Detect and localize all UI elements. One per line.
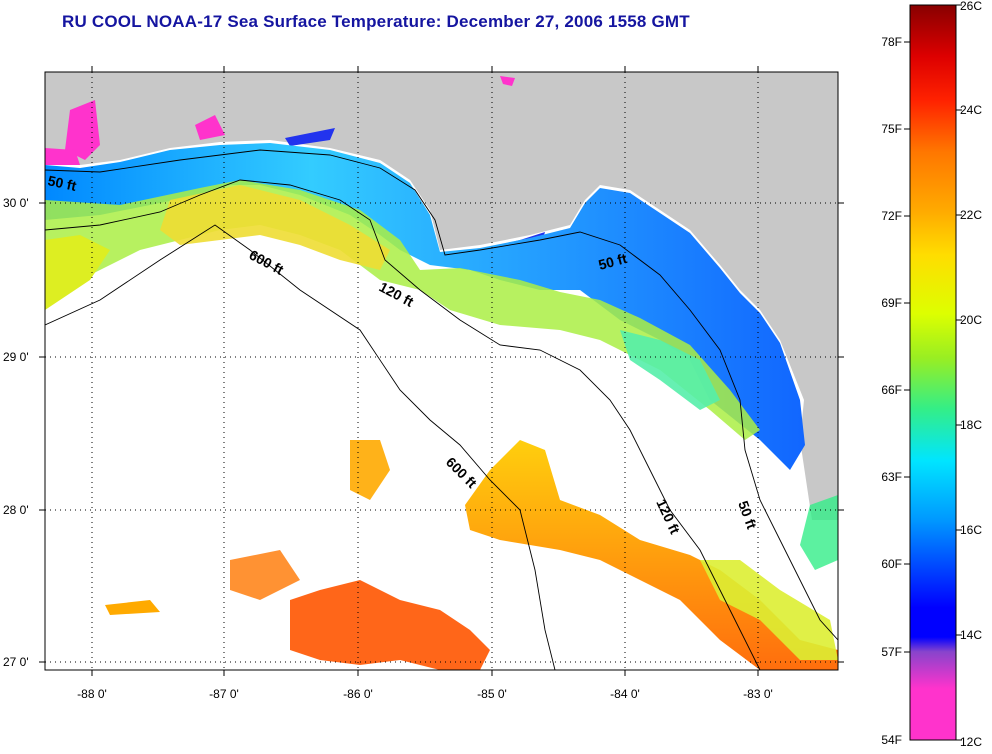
bay-pensacola [195, 115, 225, 140]
fahrenheit-label: 57F [881, 645, 902, 659]
warm-shelf-patch [160, 185, 390, 270]
west-shelf-patch [45, 235, 110, 310]
isobath-600ft [45, 224, 556, 670]
celsius-label: 14C [960, 628, 982, 642]
land-mass [45, 72, 838, 520]
celsius-label: 24C [960, 103, 982, 117]
isobath-50ft [45, 149, 838, 641]
isobath-label: 50 ft [46, 172, 78, 194]
celsius-label: 26C [960, 0, 982, 13]
lon-label: -84 0' [610, 687, 640, 701]
hot-patch-south [290, 580, 490, 670]
bay-mobile [65, 100, 100, 160]
transition-band [45, 180, 760, 440]
fahrenheit-label: 63F [881, 470, 902, 484]
warm-patch-far-west [105, 600, 160, 615]
axis-ticks [39, 66, 844, 676]
fahrenheit-label: 72F [881, 209, 902, 223]
bay-choctawhatchee [285, 128, 335, 146]
fahrenheit-label: 66F [881, 383, 902, 397]
celsius-label: 12C [960, 735, 982, 749]
bigbend-green-patch [800, 495, 838, 570]
graticule [45, 72, 838, 670]
celsius-label: 16C [960, 523, 982, 537]
lon-label: -88 0' [77, 687, 107, 701]
cold-coastal-band [45, 143, 805, 470]
warm-offshore-patch [465, 440, 838, 670]
lon-label: -86 0' [343, 687, 373, 701]
fahrenheit-label: 60F [881, 557, 902, 571]
celsius-label: 22C [960, 208, 982, 222]
isobath-label: 50 ft [597, 250, 629, 273]
celsius-label: 18C [960, 418, 982, 432]
warm-patch-mid [350, 440, 390, 500]
colorbar-scale [909, 4, 957, 741]
southeast-yellow-patch [700, 560, 838, 660]
warm-patch-west [230, 550, 300, 600]
teal-patch [620, 330, 720, 410]
fahrenheit-label: 54F [881, 733, 902, 747]
fahrenheit-label: 69F [881, 296, 902, 310]
bay-perdido [45, 148, 80, 165]
inland-lake [500, 76, 515, 86]
map-title: RU COOL NOAA-17 Sea Surface Temperature:… [62, 12, 690, 31]
fahrenheit-label: 75F [881, 122, 902, 136]
lat-label: 30 0' [3, 196, 29, 210]
colorbar-ticks [904, 4, 962, 741]
celsius-label: 20C [960, 313, 982, 327]
lon-label: -85 0' [477, 687, 507, 701]
lat-label: 28 0' [3, 503, 29, 517]
map-frame [44, 71, 839, 671]
lon-label: -83 0' [743, 687, 773, 701]
fahrenheit-label: 78F [881, 35, 902, 49]
lon-label: -87 0' [209, 687, 239, 701]
lat-label: 27 0' [3, 655, 29, 669]
lat-label: 29 0' [3, 350, 29, 364]
isobath-120ft [45, 179, 761, 670]
